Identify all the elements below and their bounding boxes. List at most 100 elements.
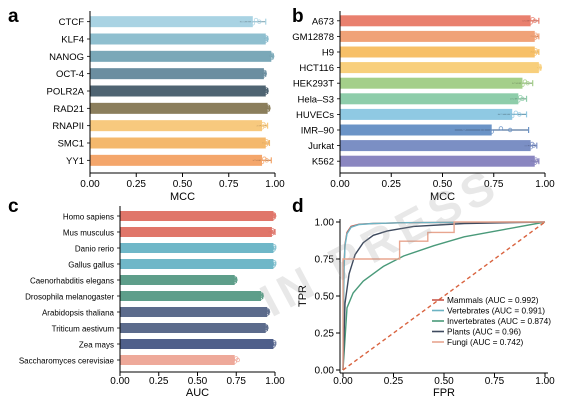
bar-polr2a [90,85,266,97]
panel-letter-a: a [8,6,19,27]
panel-a: a CTCF KLF4 NANOG OCT-4 POLR2A RAD21 RNAPII SMC1… [8,6,285,203]
replicate-point-mus-musculus [271,229,276,235]
x-tick-label: 0.75 [485,376,505,387]
replicate-point-hek293t [525,80,530,86]
x-tick-label: 0.75 [484,179,504,190]
category-label-ctcf: CTCF [59,17,85,28]
bar-rad21 [90,102,268,114]
replicate-point-hela-s3 [520,96,525,101]
panel-letter-c: c [8,196,19,217]
replicate-point-zea-mays [272,341,277,347]
replicate-point-saccharomyces-cerevisiae [235,357,240,363]
category-label-triticum-aestivum: Triticum aestivum [52,325,115,334]
category-label-arabidopsis-thaliana: Arabidopsis thaliana [42,309,115,318]
bar-arabidopsis-thaliana [120,307,268,317]
replicate-point-klf4 [264,36,269,42]
category-label-nanog: NANOG [49,52,84,63]
replicate-point-ctcf [240,17,246,23]
x-tick-label: 0.25 [127,179,147,190]
y-tick-label: 1.00 [315,218,335,229]
roc-curve-invertebrates [342,221,546,371]
category-label-polr2a: POLR2A [47,87,85,98]
category-label-imr-90: IMR–90 [301,126,334,137]
category-label-k562: K562 [312,157,334,168]
y-axis-label: TPR [297,285,309,307]
replicate-point-danio-rerio [272,245,277,251]
x-tick-label: 0.75 [227,376,247,387]
legend-entry: Invertebrates (AUC = 0.874) [447,316,551,326]
y-tick-label: 0.00 [315,366,335,377]
replicate-point-hela-s3 [510,94,515,100]
replicate-point-jurkat [531,143,536,148]
category-label-rnapii: RNAPII [52,121,84,132]
category-label-hct116: HCT116 [299,63,334,74]
x-tick-label: 1.00 [265,376,285,387]
bar-huvecs [340,108,513,120]
replicate-point-h9 [534,49,539,55]
category-label-oct-4: OCT-4 [56,69,84,80]
x-tick-label: 0.50 [434,376,454,387]
replicate-point-hek293t [520,82,525,87]
category-label-h9: H9 [322,48,334,59]
category-label-yy1: YY1 [66,156,84,167]
y-tick-label: 0.25 [315,329,335,340]
x-tick-label: 0.25 [149,376,169,387]
replicate-point-caenorhabditis-elegans [233,277,238,283]
category-label-gm12878: GM12878 [292,32,334,43]
category-label-zea-mays: Zea mays [79,341,114,350]
replicate-point-huvecs [517,112,522,117]
bar-mus-musculus [120,227,272,237]
panel-letter-b: b [292,6,304,27]
bar-k562 [340,155,535,167]
bar-oct-4 [90,68,264,80]
legend-entry: Vertebrates (AUC = 0.991) [447,306,545,316]
roc-curve-plants [342,221,546,371]
replicate-point-imr-90 [498,126,504,131]
x-tick-label: 1.00 [535,376,555,387]
replicate-point-a673 [522,17,527,22]
x-axis-label: FPR [433,387,455,399]
replicate-point-hek293t [512,79,517,84]
panel-b: b A673 GM12878 H9 HCT116 HEK293T Hela–S3 HUVECs… [292,6,555,203]
replicate-point-yy1 [252,156,258,161]
replicate-point-yy1 [259,159,265,165]
category-label-smc1: SMC1 [58,139,84,150]
replicate-point-huvecs [510,113,515,119]
replicate-point-huvecs [506,112,511,117]
replicate-point-nanog [270,54,275,59]
category-label-hela-s3: Hela–S3 [298,94,334,105]
replicate-point-imr-90 [480,127,485,133]
legend-entry: Mammals (AUC = 0.992) [447,295,539,305]
panel-letter-d: d [292,196,304,217]
bar-klf4 [90,33,266,45]
replicate-point-hela-s3 [516,98,521,103]
roc-curve-fungi [342,221,545,370]
x-tick-label: 0.50 [173,179,193,190]
bar-gallus-gallus [120,259,274,269]
replicate-point-arabidopsis-thaliana [265,309,271,315]
bar-gm12878 [340,30,535,42]
replicate-point-hct116 [537,65,543,70]
replicate-point-gallus-gallus [272,261,277,267]
replicate-point-gm12878 [534,34,539,39]
x-tick-label: 0.25 [384,376,404,387]
replicate-point-oct-4 [262,71,268,76]
replicate-point-smc1 [265,140,270,146]
category-label-danio-rerio: Danio rerio [75,245,115,254]
category-label-caenorhabditis-elegans: Caenorhabditis elegans [30,277,114,286]
replicate-point-polr2a [264,88,269,94]
replicate-point-triticum-aestivum [264,325,269,331]
roc-curve-vertebrates [342,221,546,371]
category-label-mus-musculus: Mus musculus [63,229,114,238]
x-axis-label: AUC [186,387,209,399]
replicate-point-imr-90 [489,129,494,134]
replicate-point-imr-90 [461,126,467,131]
x-tick-label: 0.00 [80,179,100,190]
bar-hct116 [340,62,539,74]
bar-nanog [90,50,272,62]
replicate-point-ctcf [257,19,262,24]
x-axis-label: MCC [430,191,455,203]
bar-jurkat [340,140,531,152]
legend-entry: Fungi (AUC = 0.742) [447,337,524,347]
replicate-point-huvecs [513,110,518,115]
